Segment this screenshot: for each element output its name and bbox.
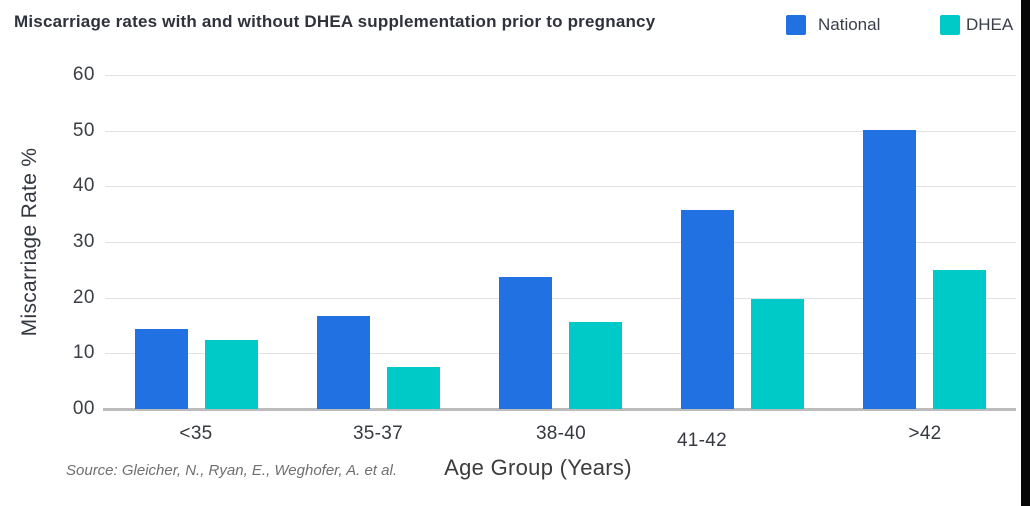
y-tick-40: 40 — [72, 175, 95, 196]
bar-dhea-41-42 — [751, 299, 804, 409]
gridline-40 — [105, 186, 1016, 187]
legend-swatch-national — [786, 15, 806, 35]
y-tick-20: 20 — [72, 287, 95, 308]
y-tick-60: 60 — [72, 64, 95, 85]
legend-label-national: National — [818, 15, 881, 34]
x-tick-41-42: 41-42 — [676, 430, 728, 451]
x-tick-<35: <35 — [179, 423, 213, 444]
bar-dhea-38-40 — [569, 322, 622, 409]
gridline-30 — [105, 242, 1016, 243]
bar-national-<35 — [135, 329, 188, 409]
x-axis-baseline — [103, 408, 1016, 411]
bar-national-38-40 — [499, 277, 552, 409]
bar-dhea->42 — [933, 270, 986, 409]
bar-national-35-37 — [317, 316, 370, 409]
y-tick-00: 00 — [72, 398, 95, 419]
legend-swatch-dhea — [940, 15, 960, 35]
bar-national-41-42 — [681, 210, 734, 409]
bar-dhea-<35 — [205, 340, 258, 409]
bar-dhea-35-37 — [387, 367, 440, 409]
y-axis-title: Miscarriage Rate % — [18, 147, 41, 337]
right-edge-black-bar — [1021, 0, 1030, 506]
chart-title: Miscarriage rates with and without DHEA … — [14, 12, 656, 31]
legend-label-dhea: DHEA — [966, 15, 1014, 34]
x-tick-35-37: 35-37 — [352, 423, 404, 444]
source-note: Source: Gleicher, N., Ryan, E., Weghofer… — [66, 462, 397, 479]
gridline-10 — [105, 353, 1016, 354]
x-axis-title: Age Group (Years) — [444, 455, 632, 480]
gridline-50 — [105, 131, 1016, 132]
y-tick-10: 10 — [72, 342, 95, 363]
gridline-60 — [105, 75, 1016, 76]
y-tick-50: 50 — [72, 120, 95, 141]
x-tick->42: >42 — [908, 423, 942, 444]
x-tick-38-40: 38-40 — [535, 423, 587, 444]
bar-national->42 — [863, 130, 916, 409]
gridline-20 — [105, 298, 1016, 299]
y-tick-30: 30 — [72, 231, 95, 252]
